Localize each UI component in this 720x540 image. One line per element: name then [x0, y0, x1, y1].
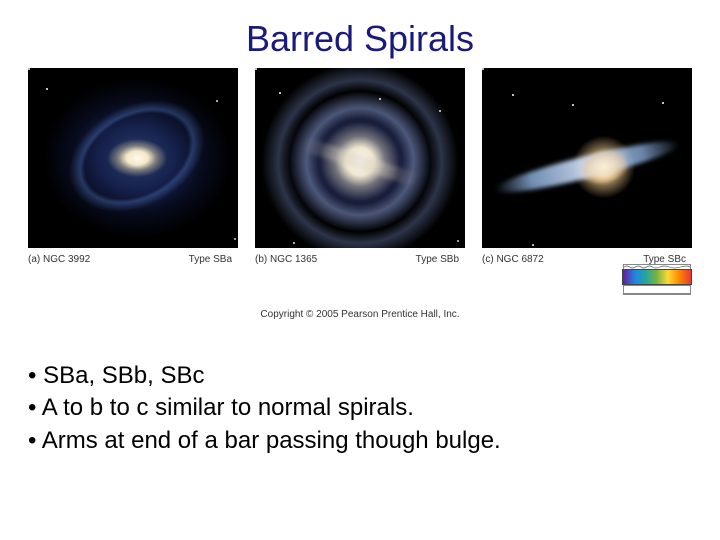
- caption-left: (c) NGC 6872: [482, 254, 544, 265]
- spectrum-labels: R I V U X G: [623, 285, 691, 295]
- bullet-list: SBa, SBb, SBc A to b to c similar to nor…: [28, 360, 720, 457]
- bullet-item: Arms at end of a bar passing though bulg…: [28, 425, 720, 457]
- galaxy-image-sba: [28, 68, 238, 248]
- copyright-text: Copyright © 2005 Pearson Prentice Hall, …: [0, 309, 720, 320]
- slide-title: Barred Spirals: [0, 0, 720, 68]
- spectrum-key: R I V U X G: [622, 269, 692, 285]
- caption-sbb: (b) NGC 1365 Type SBb: [255, 248, 465, 265]
- slide: Barred Spirals (a) NGC 3992 Type SBa (b)…: [0, 0, 720, 540]
- caption-sbc: (c) NGC 6872 Type SBc: [482, 248, 692, 265]
- bullet-item: SBa, SBb, SBc: [28, 360, 720, 392]
- spectrum-wave-icon: [623, 264, 691, 269]
- caption-right: Type SBa: [189, 254, 238, 265]
- panel-sba: (a) NGC 3992 Type SBa: [28, 68, 238, 285]
- figure-row: (a) NGC 3992 Type SBa (b) NGC 1365 Type …: [0, 68, 720, 285]
- panel-sbc: (c) NGC 6872 Type SBc R I V U X G: [482, 68, 692, 285]
- caption-right: Type SBb: [416, 254, 465, 265]
- caption-left: (a) NGC 3992: [28, 254, 90, 265]
- galaxy-image-sbc: [482, 68, 692, 248]
- bullet-item: A to b to c similar to normal spirals.: [28, 392, 720, 424]
- caption-left: (b) NGC 1365: [255, 254, 317, 265]
- panel-sbb: (b) NGC 1365 Type SBb: [255, 68, 465, 285]
- caption-sba: (a) NGC 3992 Type SBa: [28, 248, 238, 265]
- galaxy-image-sbb: [255, 68, 465, 248]
